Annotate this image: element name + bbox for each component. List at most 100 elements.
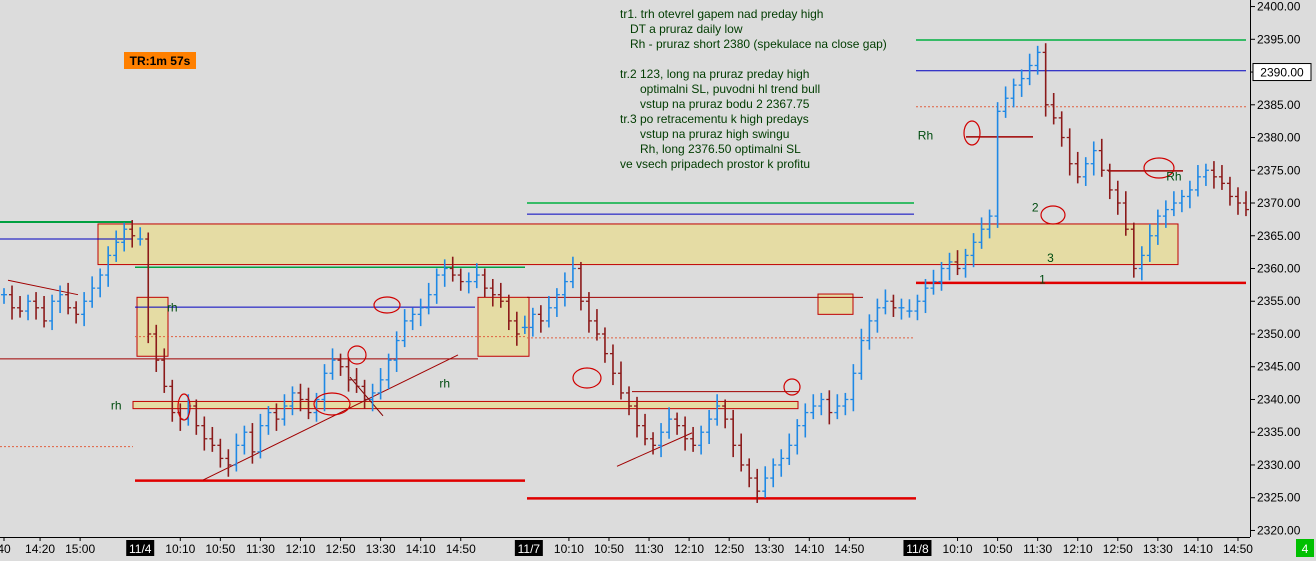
timer-badge-text: TR:1m 57s — [130, 54, 191, 68]
small-trendline-left — [7, 279, 79, 296]
annotation-label: Rh — [918, 128, 933, 142]
y-tick-label: 2360.00 — [1257, 262, 1301, 276]
x-tick-label: 14:50 — [446, 542, 476, 556]
day-marker-label: 11/8 — [906, 542, 929, 556]
x-tick-label: 10:50 — [594, 542, 624, 556]
y-tick-label: 2330.00 — [1257, 458, 1301, 472]
zones-layer — [97, 223, 1179, 410]
annotation-label: rh — [167, 301, 178, 315]
trendline-day2 — [616, 432, 693, 467]
trade-note-line: DT a pruraz daily low — [630, 22, 743, 36]
ellipse-mark-2 — [313, 392, 351, 416]
x-tick-label: 10:10 — [943, 542, 973, 556]
arrow-line — [349, 376, 384, 417]
annotation-label: 3 — [1047, 251, 1054, 265]
x-tick-label: 10:10 — [165, 542, 195, 556]
ellipse-mark-9 — [1143, 157, 1175, 179]
resistance-zone — [97, 223, 1179, 266]
day-marker-box — [903, 540, 932, 556]
x-tick-label: 14:50 — [834, 542, 864, 556]
x-tick-label: 12:50 — [1103, 542, 1133, 556]
box-zone-2 — [477, 296, 530, 357]
price-tag: 2390.00 — [1252, 63, 1312, 82]
y-tick-label: 2350.00 — [1257, 327, 1301, 341]
annotation-labels-layer: rh rh rh Rh Rh 2 31 — [111, 128, 1182, 412]
y-tick-label: 2345.00 — [1257, 360, 1301, 374]
ellipse-mark-6 — [783, 378, 801, 396]
x-tick-label: 40 — [0, 542, 11, 556]
x-tick-label: 10:50 — [983, 542, 1013, 556]
day-marker-box — [514, 540, 543, 556]
x-tick-label: 11:30 — [246, 542, 275, 556]
x-axis-panel[interactable] — [0, 537, 1316, 561]
trade-note-line: ve vsech pripadech prostor k profitu — [620, 157, 810, 171]
x-tick-label: 12:50 — [326, 542, 356, 556]
x-tick-label: 14:50 — [1223, 542, 1253, 556]
y-tick-label: 2370.00 — [1257, 196, 1301, 210]
box-zone-1 — [136, 296, 169, 357]
x-tick-label: 12:50 — [714, 542, 744, 556]
x-tick-label: 10:10 — [554, 542, 584, 556]
y-tick-label: 2400.00 — [1257, 0, 1301, 14]
y-tick-label: 2385.00 — [1257, 98, 1301, 112]
x-tick-label: 10:50 — [205, 542, 235, 556]
trade-note-line: tr.3 po retracementu k high predays — [620, 112, 809, 126]
y-tick-label: 2365.00 — [1257, 229, 1301, 243]
trade-note-line: tr1. trh otevrel gapem nad preday high — [620, 7, 823, 21]
x-tick-label: 14:10 — [794, 542, 824, 556]
price-bars-layer — [1, 43, 1316, 503]
x-tick-label: 14:10 — [1183, 542, 1213, 556]
marks-layer — [177, 120, 1175, 421]
plot-area[interactable] — [0, 0, 1250, 537]
trade-note-line: vstup na pruraz bodu 2 2367.75 — [640, 97, 810, 111]
trade-notes: tr1. trh otevrel gapem nad preday highDT… — [620, 7, 887, 171]
trade-note-line: vstup na pruraz high swingu — [640, 127, 789, 141]
x-tick-label: 11:30 — [634, 542, 663, 556]
day-marker-box — [126, 540, 155, 556]
annotation-label: Rh — [1166, 170, 1181, 184]
corner-badge-text: 4 — [1302, 542, 1309, 556]
support-band — [132, 400, 799, 410]
x-tick-label: 12:10 — [1063, 542, 1093, 556]
y-tick-label: 2380.00 — [1257, 131, 1301, 145]
day-marker-label: 11/4 — [129, 542, 152, 556]
x-tick-label: 13:30 — [366, 542, 396, 556]
y-tick-label: 2375.00 — [1257, 163, 1301, 177]
x-tick-label: 13:30 — [754, 542, 784, 556]
trade-note-line: Rh, long 2376.50 optimalni SL — [640, 142, 801, 156]
box-zone-3 — [817, 293, 854, 315]
ellipse-mark-5 — [572, 367, 602, 389]
y-tick-label: 2340.00 — [1257, 392, 1301, 406]
day-marker-label: 11/7 — [518, 542, 541, 556]
x-tick-label: 12:10 — [285, 542, 315, 556]
trade-note-line: tr.2 123, long na pruraz preday high — [620, 67, 809, 81]
x-tick-label: 13:30 — [1143, 542, 1173, 556]
x-tick-label: 11:30 — [1023, 542, 1052, 556]
x-tick-label: 14:10 — [406, 542, 436, 556]
trendline-day1 — [202, 354, 459, 481]
annotation-label: 1 — [1039, 273, 1046, 287]
corner-badge: 4 — [1296, 539, 1314, 557]
level-lines-layer — [0, 39, 1246, 500]
y-tick-label: 2355.00 — [1257, 294, 1301, 308]
ellipse-mark-3 — [347, 345, 367, 365]
y-axis-panel[interactable] — [1250, 0, 1316, 537]
ellipse-mark-4 — [373, 296, 401, 314]
annotation-label: rh — [439, 377, 450, 391]
x-tick-label: 15:00 — [65, 542, 95, 556]
annotation-label: 2 — [1032, 201, 1039, 215]
y-tick-label: 2325.00 — [1257, 491, 1301, 505]
y-tick-label: 2335.00 — [1257, 425, 1301, 439]
y-tick-label: 2320.00 — [1257, 523, 1301, 537]
trade-note-line: optimalni SL, puvodni hl trend bull — [640, 82, 820, 96]
current-price-label: 2390.00 — [1260, 66, 1304, 80]
x-axis-ticks: 40 14:20 15:00 11/4 10:10 10:50 11:30 12:10 12:5… — [0, 537, 1253, 556]
ellipse-mark-1 — [177, 393, 191, 421]
y-tick-label: 2395.00 — [1257, 32, 1301, 46]
trade-note-line: Rh - pruraz short 2380 (spekulace na clo… — [630, 37, 887, 51]
timer-badge: TR:1m 57s — [124, 52, 196, 69]
x-tick-label: 14:20 — [25, 542, 55, 556]
ellipse-mark-8 — [1040, 205, 1066, 225]
ellipse-mark-7 — [963, 120, 981, 146]
